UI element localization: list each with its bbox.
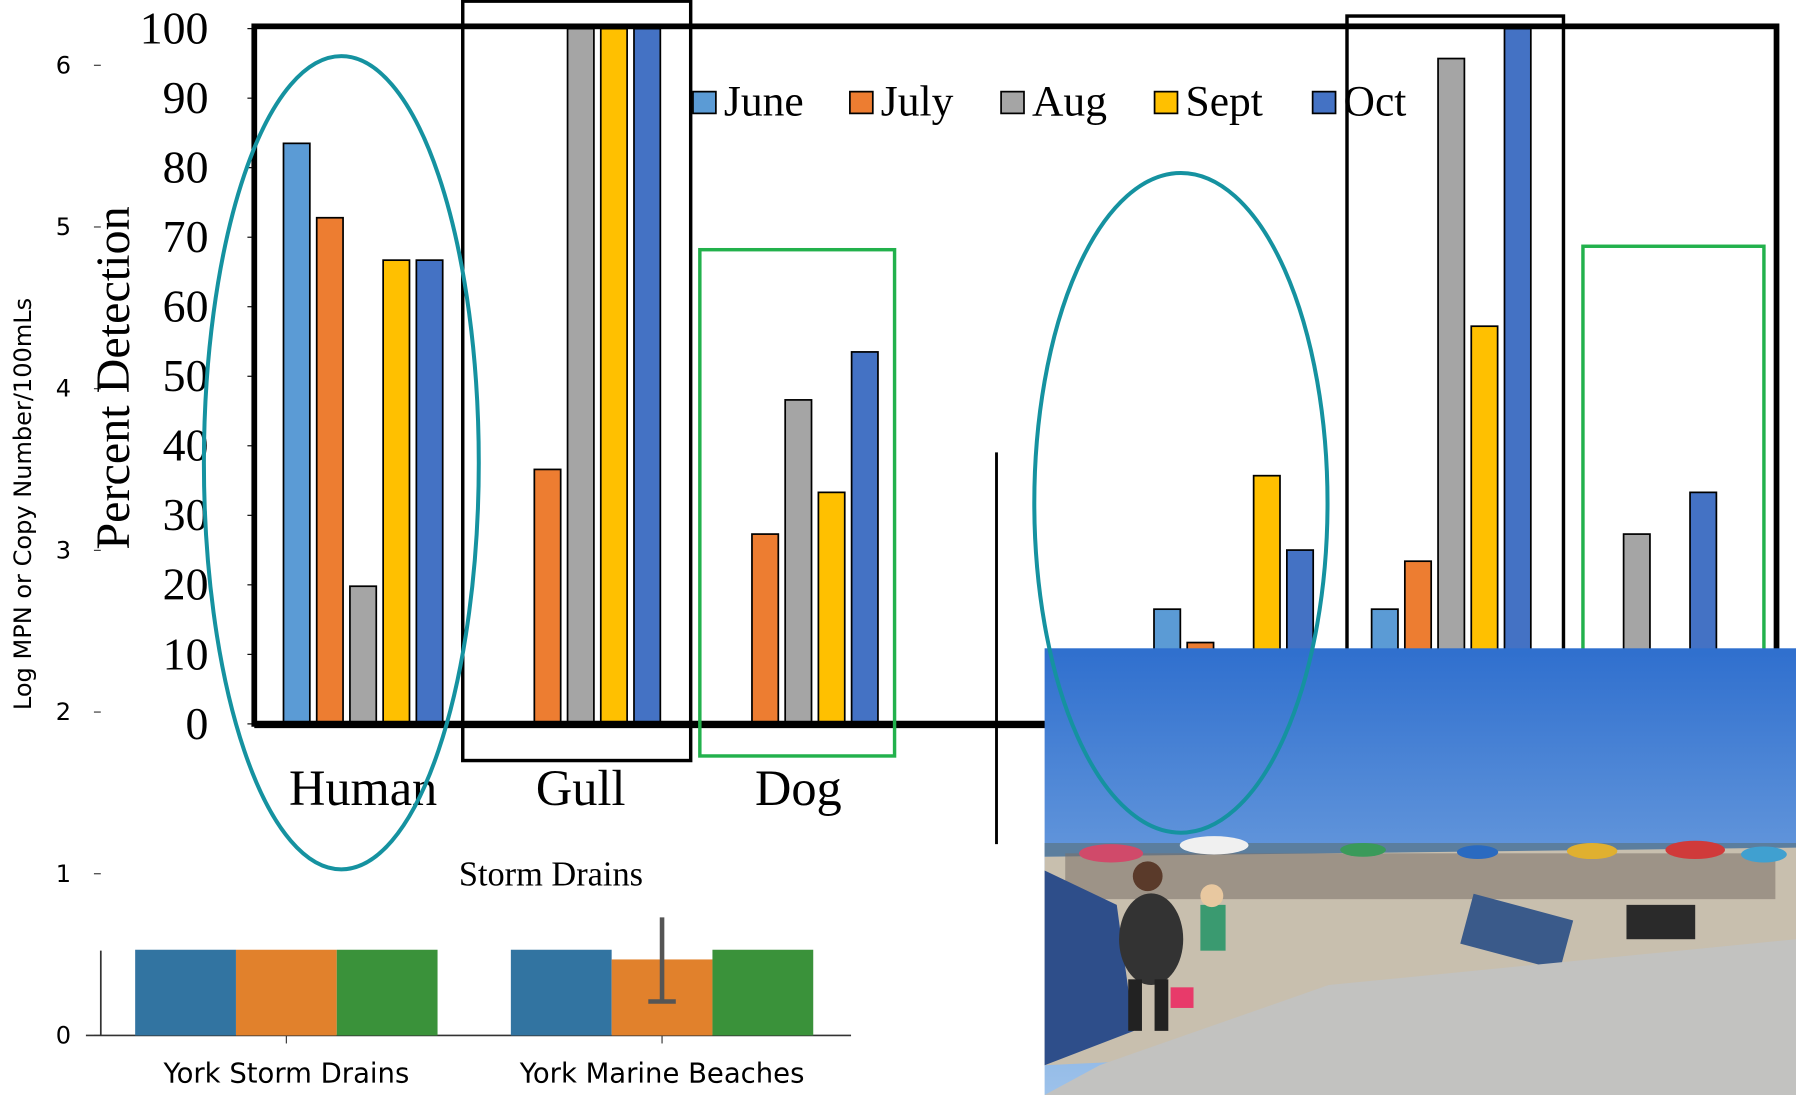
bar (784, 399, 813, 725)
bar (566, 27, 595, 725)
y-tick-label: 40 (163, 420, 209, 471)
y-tick-label: 4 (56, 375, 71, 403)
background-chart: Log MPN or Copy Number/100mLs 0 1 2 3 4 5 6 Yor… (9, 51, 852, 1089)
bar (315, 216, 344, 725)
y-tick-label: 1 (56, 860, 71, 888)
bar (633, 27, 662, 725)
bar (1503, 27, 1532, 725)
bar (712, 949, 814, 1036)
y-axis-label: Log MPN or Copy Number/100mLs (9, 298, 37, 710)
y-tick-label: 30 (163, 489, 209, 540)
y-tick-label: 100 (140, 3, 209, 54)
legend-label: June (724, 78, 804, 126)
bar (135, 949, 236, 1036)
bar (336, 949, 438, 1036)
legend-label: July (881, 78, 954, 126)
legend-label: Sept (1185, 78, 1262, 126)
bar (1437, 57, 1466, 725)
y-tick-label: 10 (163, 628, 209, 679)
x-axis-label: Storm Drains (459, 855, 643, 893)
bar (751, 533, 780, 725)
bar (510, 949, 612, 1036)
y-tick-label: 70 (163, 211, 209, 262)
tent (1044, 870, 1134, 1066)
y-tick-label: 0 (186, 698, 209, 749)
frame (251, 23, 1780, 727)
legend-swatch (692, 90, 717, 115)
y-axis-label: Percent Detection (87, 206, 140, 549)
legend-swatch (1153, 90, 1179, 115)
legend-swatch (1000, 90, 1025, 115)
bar (349, 585, 378, 725)
legend-swatch (1311, 90, 1337, 115)
x-tick-label: York Storm Drains (162, 1057, 409, 1089)
legend-label: Aug (1032, 78, 1107, 126)
x-tick-label: Gull (536, 760, 626, 816)
beach-photo (1044, 648, 1796, 1095)
box (698, 247, 897, 758)
main-chart: Percent Detection Storm Drains 0 10 20 30 40… (87, 3, 1718, 893)
legend-swatch (849, 90, 874, 115)
bar (599, 27, 628, 725)
box (461, 0, 693, 763)
y-tick-label: 50 (163, 350, 209, 401)
x-tick-label: York Marine Beaches (519, 1057, 805, 1089)
y-tick-label: 2 (56, 698, 71, 726)
y-tick-label: 80 (163, 142, 209, 193)
bar (817, 491, 846, 725)
sidewalk (1044, 939, 1796, 1095)
bar (235, 949, 337, 1036)
bar (415, 259, 444, 725)
bar (382, 259, 411, 725)
crowd (1065, 836, 1787, 971)
people (1119, 861, 1226, 1031)
y-tick-label: 5 (56, 213, 71, 241)
y-tick-label: 20 (163, 559, 209, 610)
bar (850, 351, 879, 725)
annotations (201, 0, 1780, 872)
bar (282, 142, 311, 725)
bar (533, 468, 562, 725)
y-tick-label: 60 (163, 281, 209, 332)
legend-label: Oct (1344, 78, 1407, 126)
ellipse (1032, 170, 1330, 835)
ellipse (201, 54, 481, 872)
y-tick-label: 6 (56, 51, 71, 79)
y-tick-label: 3 (56, 536, 71, 564)
y-tick-label: 0 (56, 1021, 71, 1049)
y-tick-label: 90 (163, 72, 209, 123)
x-tick-label: Dog (755, 760, 842, 816)
